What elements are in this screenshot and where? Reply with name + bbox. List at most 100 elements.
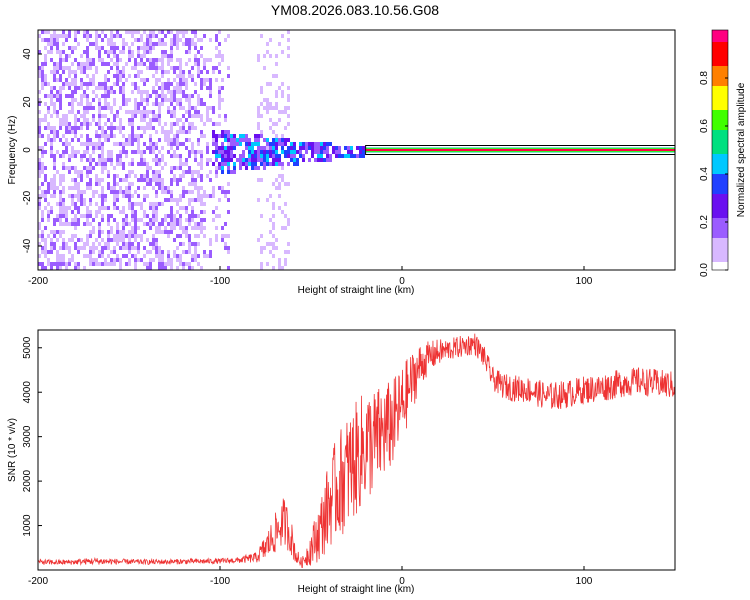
spectrogram-cell xyxy=(41,230,44,234)
spectrogram-cell xyxy=(266,142,269,146)
spectrogram-cell xyxy=(104,102,107,106)
spectrogram-cell xyxy=(68,246,71,250)
spectrogram-cell xyxy=(173,122,176,126)
spectrogram-cell xyxy=(194,62,197,66)
spectrogram-cell xyxy=(260,114,263,118)
spectrogram-cell xyxy=(68,206,71,210)
colorbar-cell xyxy=(712,254,728,259)
spectrogram-cell xyxy=(47,242,50,246)
spectrogram-cell xyxy=(128,262,131,266)
spectrogram-cell xyxy=(44,246,47,250)
spectrogram-cell xyxy=(155,66,158,70)
spectrogram-cell xyxy=(110,50,113,54)
spectrogram-cell xyxy=(50,58,53,62)
spectrogram-cell xyxy=(254,142,257,146)
spectrogram-cell xyxy=(74,182,77,186)
spectrogram-cell xyxy=(149,262,152,266)
spectrogram-cell xyxy=(152,126,155,130)
spectrogram-cell xyxy=(167,214,170,218)
spectrogram-cell xyxy=(269,162,272,166)
spectrogram-cell xyxy=(65,214,68,218)
spectrogram-cell xyxy=(167,106,170,110)
spectrogram-cell xyxy=(59,234,62,238)
spectrogram-cell xyxy=(71,150,74,154)
spectrogram-cell xyxy=(170,82,173,86)
spectrogram-cell xyxy=(284,182,287,186)
spectrogram-cell xyxy=(272,202,275,206)
spectrogram-cell xyxy=(134,38,137,42)
spectrogram-cell xyxy=(143,194,146,198)
spectrogram-cell xyxy=(119,238,122,242)
spectrogram-cell xyxy=(257,218,260,222)
spectrogram-cell xyxy=(140,130,143,134)
spectrogram-cell xyxy=(62,254,65,258)
spectrogram-cell xyxy=(44,78,47,82)
spectrogram-cell xyxy=(119,162,122,166)
colorbar-cell xyxy=(712,94,728,99)
spectrogram-cell xyxy=(143,222,146,226)
spectrogram-cell xyxy=(272,258,275,262)
spectrogram-cell xyxy=(188,262,191,266)
spectrogram-cell xyxy=(95,174,98,178)
spectrogram-cell xyxy=(128,202,131,206)
spectrogram-cell xyxy=(176,86,179,90)
spectrogram-cell xyxy=(92,258,95,262)
spectrogram-cell xyxy=(38,74,41,78)
spectrogram-cell xyxy=(146,126,149,130)
spectrogram-cell xyxy=(347,146,350,150)
spectrogram-cell xyxy=(143,82,146,86)
spectrogram-cell xyxy=(170,206,173,210)
spectrogram-cell xyxy=(173,114,176,118)
spectrogram-cell xyxy=(155,98,158,102)
spectrogram-cell xyxy=(50,186,53,190)
spectrogram-cell xyxy=(197,242,200,246)
spectrogram-cell xyxy=(311,142,314,146)
spectrogram-cell xyxy=(149,46,152,50)
spectrogram-cell xyxy=(86,218,89,222)
spectrogram-cell xyxy=(320,142,323,146)
spectrogram-cell xyxy=(299,146,302,150)
spectrogram-cell xyxy=(80,86,83,90)
spectrogram-cell xyxy=(107,182,110,186)
spectrogram-cell xyxy=(218,122,221,126)
spectrogram-cell xyxy=(98,82,101,86)
spectrogram-cell xyxy=(68,170,71,174)
spectrogram-cell xyxy=(125,178,128,182)
spectrogram-cell xyxy=(167,130,170,134)
spectrogram-cell xyxy=(116,34,119,38)
spectrogram-cell xyxy=(269,150,272,154)
spectrogram-cell xyxy=(158,258,161,262)
spectrogram-cell xyxy=(125,110,128,114)
spectrogram-cell xyxy=(104,134,107,138)
spectrogram-cell xyxy=(128,198,131,202)
spectrogram-cell xyxy=(74,194,77,198)
spectrogram-cell xyxy=(134,110,137,114)
spectrogram-cell xyxy=(269,38,272,42)
spectrogram-cell xyxy=(137,186,140,190)
spectrogram-cell xyxy=(143,106,146,110)
spectrogram-cell xyxy=(65,154,68,158)
spectrogram-cell xyxy=(92,62,95,66)
spectrogram-cell xyxy=(68,34,71,38)
spectrogram-cell xyxy=(122,210,125,214)
spectrogram-cell xyxy=(233,154,236,158)
colorbar-cell xyxy=(712,258,728,263)
spectrogram-cell xyxy=(38,166,41,170)
spectrogram-cell xyxy=(182,242,185,246)
spectrogram-cell xyxy=(221,86,224,90)
spectrogram-cell xyxy=(131,242,134,246)
snr-x-ticks: -200 -100 0 100 xyxy=(28,566,593,587)
spectrogram-cell xyxy=(74,78,77,82)
spectrogram-cell xyxy=(320,158,323,162)
spectrogram-cell xyxy=(44,142,47,146)
spectrogram-cell xyxy=(170,110,173,114)
spectrogram-cell xyxy=(104,98,107,102)
spectrogram-cell xyxy=(269,142,272,146)
spectrogram-cell xyxy=(86,46,89,50)
spectrogram-cell xyxy=(176,154,179,158)
spectrogram-cell xyxy=(143,50,146,54)
spectrogram-cell xyxy=(128,222,131,226)
spectrogram-cell xyxy=(68,186,71,190)
spectrogram-cell xyxy=(221,234,224,238)
spectrogram-cell xyxy=(71,202,74,206)
